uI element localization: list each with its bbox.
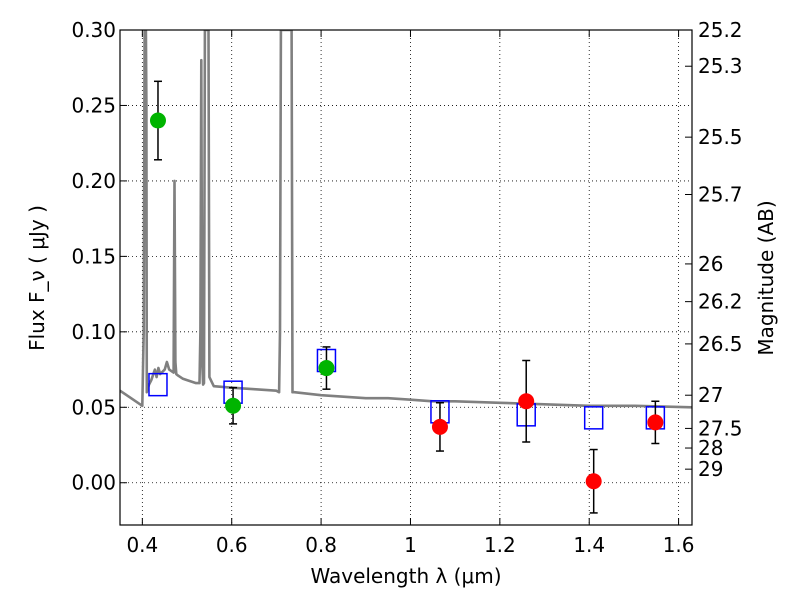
x-tick-label: 0.4 [126,533,158,557]
x-axis-title: Wavelength λ (μm) [310,564,501,588]
observed-optical-point [149,112,166,129]
model-band-square [148,372,168,397]
model-band-square [583,406,604,430]
tick-labels: 0.4 0.6 0.8 1 1.2 1.4 1.6 0.00 0.05 0.10 0.15 0.20 0… [71,18,742,557]
observed-optical-point [225,397,242,414]
y-tick-label: 0.10 [71,320,116,344]
observed-nir-point [518,393,535,410]
x-tick-label: 1.2 [484,533,516,557]
x-tick-label: 1.4 [573,533,605,557]
observed-nir-point [585,473,602,490]
marker-layer [148,80,666,514]
right-tick-label: 25.3 [698,54,743,78]
right-tick-label: 25.7 [698,182,743,206]
right-tick-label: 28 [698,436,723,460]
spectrum-line [120,30,692,409]
x-tick-label: 0.6 [216,533,248,557]
right-tick-label: 26.2 [698,290,743,314]
y-tick-label: 0.20 [71,169,116,193]
y-tick-label: 0.00 [71,471,116,495]
right-tick-label: 25.2 [698,18,743,42]
x-tick-label: 0.8 [305,533,337,557]
observed-nir-point [647,414,664,431]
x-tick-label: 1.6 [663,533,695,557]
right-tick-label: 26.5 [698,332,743,356]
observed-optical-point [318,360,335,377]
right-tick-label: 25.5 [698,125,743,149]
right-axis-title: Magnitude (AB) [754,200,778,355]
y-tick-label: 0.30 [71,18,116,42]
y-tick-label: 0.05 [71,395,116,419]
right-tick-label: 27 [698,383,723,407]
y-tick-label: 0.15 [71,244,116,268]
spectrum-layer [120,30,692,409]
right-tick-label: 29 [698,457,723,481]
axis-ticks [120,29,692,525]
x-tick-label: 1 [404,533,417,557]
right-tick-label: 27.5 [698,416,743,440]
y-axis-title: Flux F_ν ( μJy ) [25,205,49,351]
y-tick-label: 0.25 [71,93,116,117]
observed-nir-point [431,418,448,435]
right-tick-label: 26 [698,252,723,276]
plot-frame [119,29,693,526]
